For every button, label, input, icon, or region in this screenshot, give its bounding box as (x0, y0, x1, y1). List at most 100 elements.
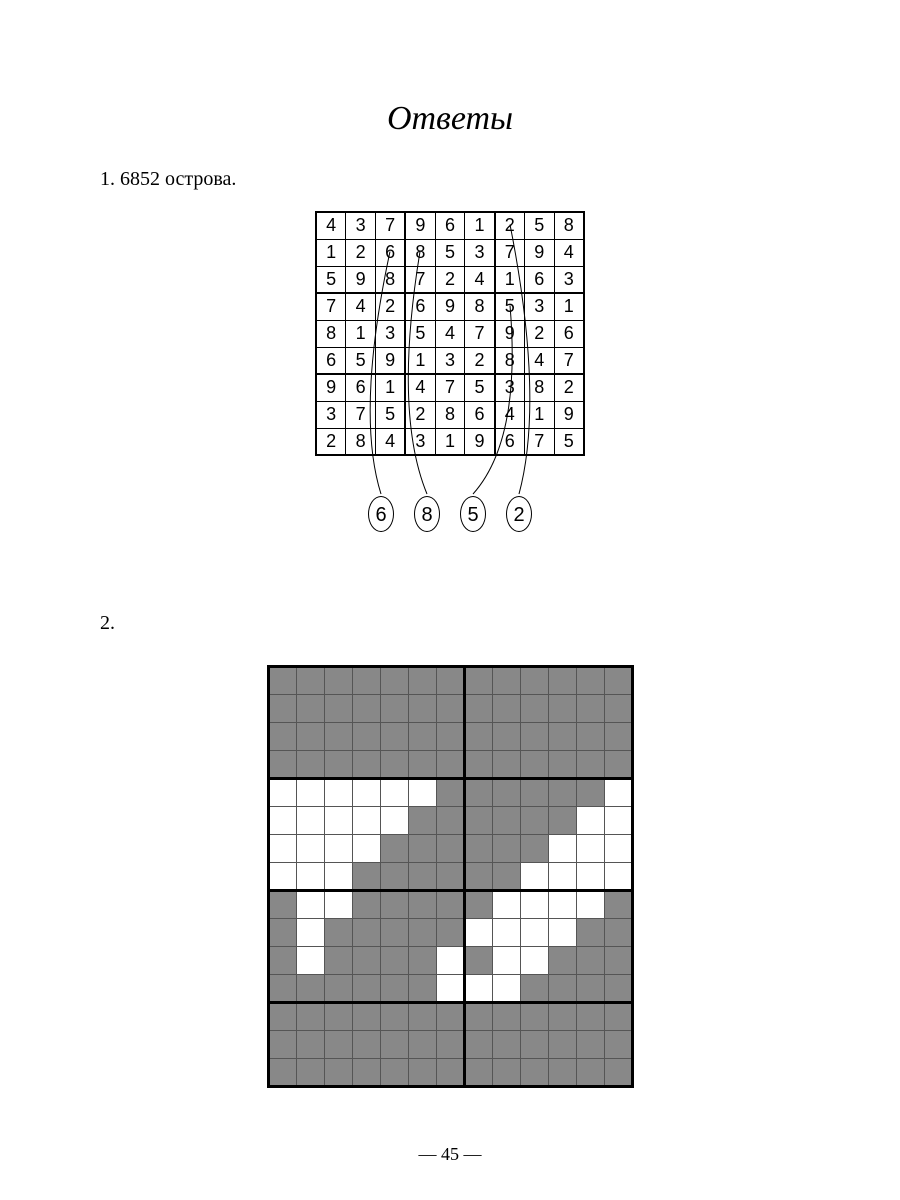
sudoku-cell: 5 (465, 374, 495, 401)
nonogram-cell (324, 835, 352, 863)
sudoku-cell: 4 (524, 347, 554, 374)
nonogram-cell (352, 863, 380, 891)
nonogram-cell (520, 723, 548, 751)
nonogram-cell (380, 723, 408, 751)
nonogram-cell (408, 919, 436, 947)
nonogram-cell (576, 807, 604, 835)
nonogram-cell (492, 667, 520, 695)
nonogram-cell (380, 835, 408, 863)
sudoku-cell: 4 (346, 293, 376, 320)
page-number: — 45 — (0, 1144, 900, 1165)
nonogram-cell (380, 919, 408, 947)
sudoku-cell: 6 (346, 374, 376, 401)
nonogram-cell (520, 947, 548, 975)
sudoku-cell: 8 (316, 320, 346, 347)
sudoku-cell: 2 (524, 320, 554, 347)
sudoku-cell: 7 (465, 320, 495, 347)
nonogram-cell (576, 975, 604, 1003)
sudoku-cell: 4 (495, 401, 525, 428)
answer-oval: 2 (506, 496, 532, 532)
nonogram-cell (296, 667, 324, 695)
nonogram-cell (436, 891, 464, 919)
nonogram-cell (604, 779, 632, 807)
nonogram-cell (324, 975, 352, 1003)
nonogram-cell (408, 1059, 436, 1087)
sudoku-cell: 1 (524, 401, 554, 428)
nonogram-cell (464, 1003, 492, 1031)
nonogram-cell (268, 947, 296, 975)
nonogram-cell (492, 779, 520, 807)
nonogram-cell (464, 891, 492, 919)
sudoku-cell: 8 (524, 374, 554, 401)
nonogram-cell (576, 1031, 604, 1059)
nonogram-cell (324, 779, 352, 807)
sudoku-cell: 9 (465, 428, 495, 455)
nonogram-cell (548, 1003, 576, 1031)
nonogram-cell (436, 751, 464, 779)
sudoku-cell: 6 (316, 347, 346, 374)
nonogram-cell (408, 723, 436, 751)
nonogram-cell (268, 891, 296, 919)
sudoku-grid: 4379612581268537945987241637426985318135… (315, 211, 585, 456)
sudoku-cell: 6 (495, 428, 525, 455)
nonogram-cell (296, 975, 324, 1003)
nonogram-cell (548, 947, 576, 975)
sudoku-cell: 9 (524, 239, 554, 266)
nonogram-cell (492, 863, 520, 891)
nonogram-cell (492, 1059, 520, 1087)
sudoku-cell: 4 (465, 266, 495, 293)
nonogram-cell (576, 667, 604, 695)
nonogram-cell (436, 863, 464, 891)
nonogram-cell (352, 947, 380, 975)
nonogram-cell (296, 891, 324, 919)
nonogram-cell (268, 919, 296, 947)
nonogram-cell (380, 779, 408, 807)
nonogram-cell (548, 863, 576, 891)
nonogram-cell (548, 723, 576, 751)
nonogram-cell (492, 723, 520, 751)
sudoku-cell: 6 (405, 293, 435, 320)
sudoku-cell: 9 (316, 374, 346, 401)
nonogram-cell (408, 751, 436, 779)
nonogram-cell (464, 695, 492, 723)
nonogram-cell (520, 835, 548, 863)
nonogram-cell (604, 1003, 632, 1031)
nonogram-cell (268, 667, 296, 695)
nonogram-cell (492, 1031, 520, 1059)
nonogram-cell (352, 807, 380, 835)
nonogram-cell (380, 695, 408, 723)
nonogram-cell (548, 975, 576, 1003)
sudoku-cell: 2 (376, 293, 406, 320)
nonogram-cell (604, 919, 632, 947)
nonogram-cell (408, 667, 436, 695)
page-title: Ответы (100, 100, 800, 138)
nonogram-cell (604, 695, 632, 723)
sudoku-cell: 8 (346, 428, 376, 455)
nonogram-cell (296, 1003, 324, 1031)
nonogram-cell (464, 779, 492, 807)
nonogram-cell (268, 863, 296, 891)
sudoku-cell: 5 (405, 320, 435, 347)
nonogram-cell (548, 779, 576, 807)
sudoku-cell: 3 (405, 428, 435, 455)
nonogram-cell (408, 807, 436, 835)
nonogram-cell (324, 723, 352, 751)
nonogram-cell (380, 1059, 408, 1087)
nonogram-cell (548, 835, 576, 863)
nonogram-cell (268, 835, 296, 863)
nonogram-cell (604, 891, 632, 919)
nonogram-cell (436, 947, 464, 975)
nonogram-cell (324, 751, 352, 779)
nonogram-cell (548, 667, 576, 695)
nonogram-cell (436, 1031, 464, 1059)
nonogram-cell (296, 723, 324, 751)
answer-oval: 6 (368, 496, 394, 532)
nonogram-cell (604, 1059, 632, 1087)
sudoku-cell: 8 (465, 293, 495, 320)
nonogram-cell (576, 919, 604, 947)
sudoku-cell: 1 (465, 212, 495, 239)
nonogram-cell (492, 947, 520, 975)
nonogram-cell (464, 1031, 492, 1059)
sudoku-cell: 6 (376, 239, 406, 266)
sudoku-cell: 9 (495, 320, 525, 347)
